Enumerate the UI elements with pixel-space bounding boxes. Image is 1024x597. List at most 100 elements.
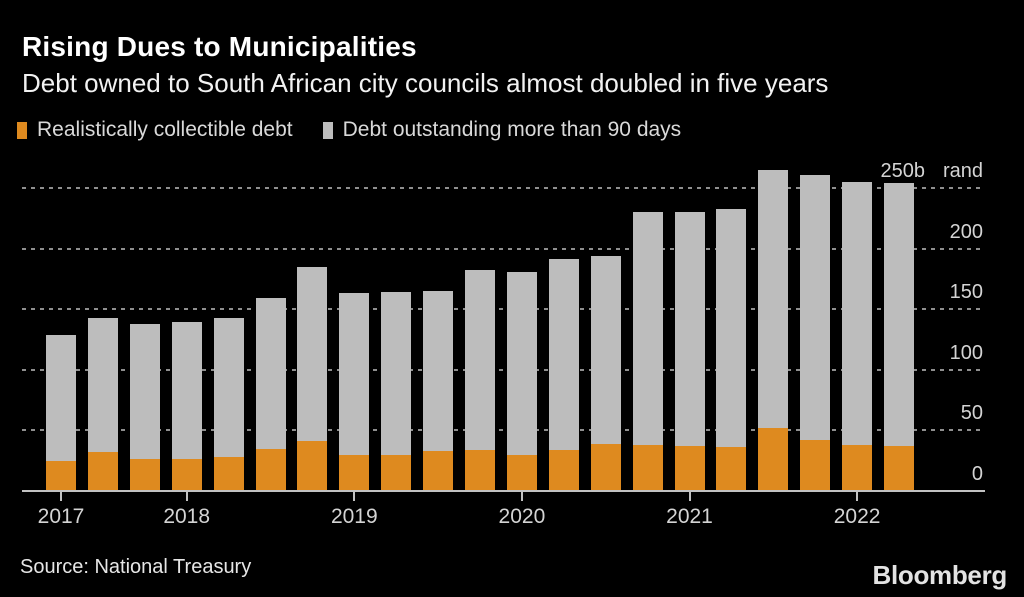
bar-2018-Q2	[213, 317, 244, 491]
bar-segment-outstanding	[213, 317, 244, 458]
bar-segment-collectible	[129, 459, 160, 491]
bar-segment-outstanding	[758, 169, 789, 428]
bar-2021-Q2	[716, 208, 747, 491]
y-axis-unit-label: rand	[942, 159, 983, 182]
bar-segment-outstanding	[46, 334, 76, 461]
bar-2019-Q1	[339, 293, 370, 491]
bar-2021-Q3	[758, 169, 789, 491]
bar-2020-Q4	[632, 212, 663, 491]
bar-segment-outstanding	[548, 259, 579, 450]
x-axis-tick-2021	[688, 492, 691, 501]
bar-2020-Q3	[590, 255, 621, 491]
y-axis-label-0: 0	[972, 463, 983, 485]
bar-segment-collectible	[297, 441, 328, 491]
bar-2020-Q1	[506, 271, 537, 491]
bar-segment-outstanding	[423, 290, 454, 451]
x-axis-baseline	[22, 490, 985, 492]
bar-segment-collectible	[339, 454, 370, 491]
legend-item-outstanding: Debt outstanding more than 90 days	[322, 118, 682, 142]
bar-segment-outstanding	[255, 298, 286, 449]
bar-segment-collectible	[674, 446, 705, 491]
bar-segment-collectible	[506, 454, 537, 491]
x-axis-year-label-2018: 2018	[163, 505, 211, 528]
bar-segment-collectible	[87, 452, 118, 491]
bar-segment-collectible	[423, 451, 454, 491]
source-text: Source: National Treasury	[20, 556, 252, 578]
bar-segment-outstanding	[800, 174, 831, 441]
bar-segment-outstanding	[381, 292, 412, 455]
legend-label-outstanding: Debt outstanding more than 90 days	[342, 118, 682, 141]
bar-2018-Q4	[297, 266, 328, 491]
bar-segment-collectible	[381, 454, 412, 491]
bar-2022-Q1	[842, 181, 873, 491]
y-gridline-150	[22, 308, 985, 311]
y-axis-tick-value: 200	[949, 220, 983, 243]
y-axis-tick-value: 250b	[880, 159, 925, 182]
legend-item-collectible: Realistically collectible debt	[17, 118, 293, 142]
y-axis-label-200: 200	[950, 221, 983, 243]
chart-legend: Realistically collectible debt Debt outs…	[17, 118, 681, 142]
y-gridline-100	[22, 368, 985, 371]
y-gridline-200	[22, 247, 985, 250]
bar-2021-Q4	[800, 174, 831, 491]
bar-segment-outstanding	[674, 212, 705, 447]
bar-segment-outstanding	[171, 322, 202, 460]
chart-subtitle: Debt owned to South African city council…	[22, 68, 829, 98]
bar-segment-outstanding	[339, 293, 370, 455]
bar-segment-collectible	[46, 460, 76, 491]
y-axis-label-150: 150	[950, 281, 983, 303]
bar-segment-outstanding	[632, 212, 663, 445]
bar-segment-collectible	[842, 444, 873, 491]
bar-segment-collectible	[590, 443, 621, 491]
bar-2018-Q3	[255, 298, 286, 491]
bar-segment-outstanding	[842, 181, 873, 445]
y-axis-tick-value: 50	[960, 402, 983, 425]
y-axis-label-50: 50	[961, 402, 983, 424]
bar-segment-collectible	[171, 459, 202, 491]
bar-segment-outstanding	[716, 208, 747, 448]
bar-segment-collectible	[465, 449, 495, 491]
bar-segment-collectible	[758, 427, 789, 491]
x-axis-tick-2019	[353, 492, 356, 501]
y-axis-label-250b: 250b rand	[880, 160, 983, 182]
bar-2022-Q2	[884, 183, 914, 491]
bar-segment-collectible	[884, 446, 914, 491]
x-axis-tick-2018	[185, 492, 188, 501]
chart-title: Rising Dues to Municipalities	[22, 31, 417, 62]
y-axis-label-100: 100	[950, 342, 983, 364]
legend-label-collectible: Realistically collectible debt	[37, 118, 293, 141]
bar-segment-outstanding	[465, 270, 495, 450]
x-axis-year-label-2022: 2022	[833, 505, 881, 528]
bar-segment-collectible	[632, 444, 663, 491]
legend-swatch-collectible	[17, 121, 27, 139]
x-axis-year-label-2020: 2020	[498, 505, 546, 528]
x-axis-year-label-2021: 2021	[666, 505, 713, 528]
bar-segment-outstanding	[884, 183, 914, 447]
legend-swatch-outstanding	[322, 121, 333, 139]
bar-segment-outstanding	[129, 323, 160, 460]
bar-2019-Q4	[465, 270, 495, 491]
y-gridline-50	[22, 429, 985, 432]
bar-2020-Q2	[548, 259, 579, 491]
y-axis-tick-value: 150	[949, 281, 983, 304]
bar-segment-outstanding	[297, 266, 328, 442]
bar-2017-Q2	[46, 334, 76, 491]
bar-segment-outstanding	[506, 271, 537, 455]
x-axis-tick-2022	[856, 492, 859, 501]
bar-segment-outstanding	[590, 255, 621, 444]
bar-segment-collectible	[716, 447, 747, 491]
bar-segment-collectible	[548, 449, 579, 491]
bar-2019-Q2	[381, 292, 412, 491]
x-axis-year-label-2017: 2017	[37, 505, 85, 528]
bar-segment-collectible	[800, 440, 831, 491]
bar-2019-Q3	[423, 290, 454, 491]
bar-segment-collectible	[255, 448, 286, 491]
bar-2017-Q4	[129, 323, 160, 491]
bar-segment-outstanding	[87, 317, 118, 453]
y-axis-tick-value: 100	[949, 341, 983, 364]
y-axis-tick-value: 0	[971, 463, 983, 485]
y-gridline-250	[22, 186, 985, 189]
bar-segment-collectible	[213, 457, 244, 491]
